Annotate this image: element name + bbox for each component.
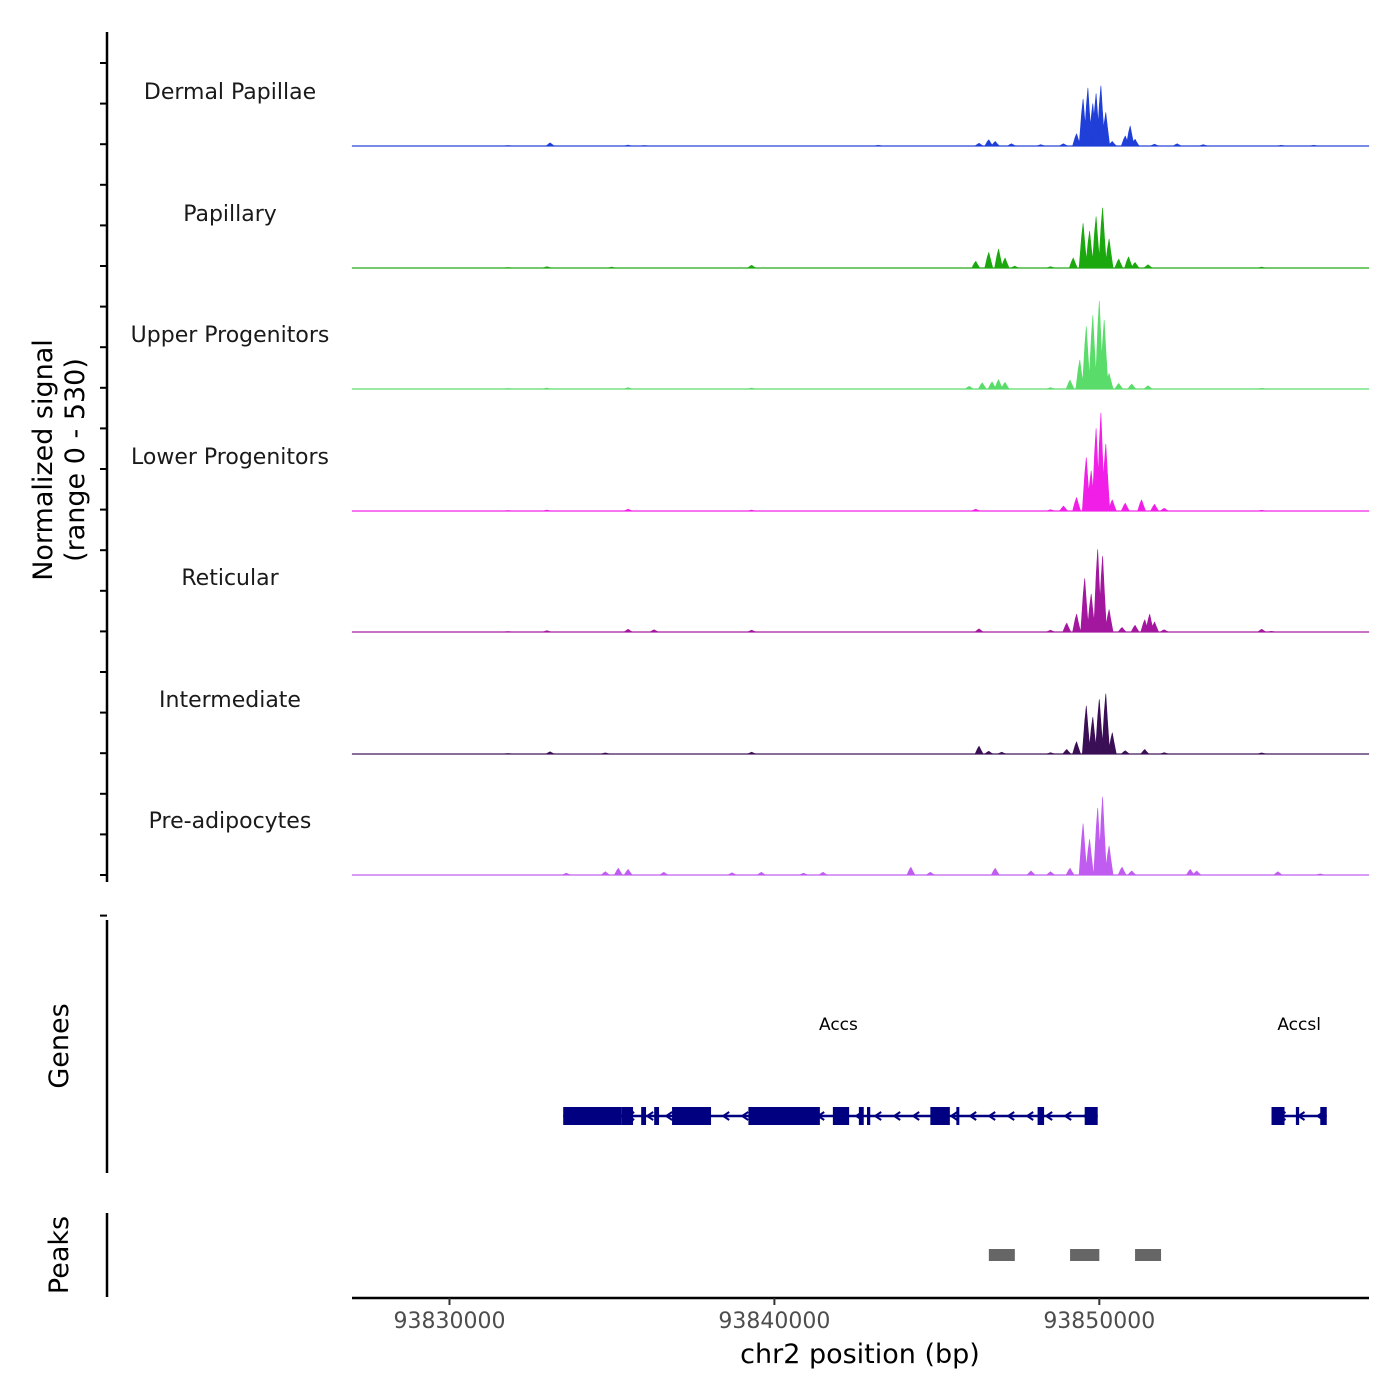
exon-block [930, 1107, 950, 1125]
strand-arrow-icon [987, 1111, 996, 1121]
strand-arrow-icon [1044, 1111, 1053, 1121]
strand-arrow-icon [645, 1111, 654, 1121]
exon-block [654, 1107, 660, 1125]
x-axis-ticks: 93830000 93840000 93850000 [393, 1298, 1155, 1334]
signal-area-dermal-papillae [351, 85, 1370, 147]
signal-y-axis-title: Normalized signal [28, 339, 59, 581]
strand-arrow-icon [968, 1111, 977, 1121]
signal-area-lower-progenitors [351, 412, 1370, 512]
strand-arrow-icon [664, 1111, 673, 1121]
signal-y-axis-subtitle: (range 0 - 530) [60, 358, 91, 562]
strand-arrow-icon [721, 1111, 730, 1121]
track-label-lower-progenitors: Lower Progenitors [131, 445, 329, 470]
signal-area-intermediate [351, 693, 1370, 755]
exon-block [672, 1107, 712, 1125]
signal-area-papillary [351, 207, 1370, 269]
x-axis-title: chr2 position (bp) [740, 1339, 980, 1370]
x-tick-label: 93840000 [718, 1309, 830, 1334]
exon-block [1320, 1107, 1327, 1125]
exon-block [1295, 1107, 1300, 1125]
peak-bar [1070, 1249, 1100, 1261]
exon-block [563, 1107, 622, 1125]
genes-layer: Accs Accsl [563, 1015, 1327, 1125]
gene-label-accsl: Accsl [1277, 1015, 1321, 1035]
genes-axis-title: Genes [44, 1003, 75, 1088]
signal-area-reticular [351, 549, 1370, 633]
peaks-axis-title: Peaks [44, 1216, 75, 1294]
strand-arrow-icon [1025, 1111, 1034, 1121]
strand-arrow-icon [949, 1111, 958, 1121]
signal-area-upper-progenitors [351, 300, 1370, 390]
strand-arrow-icon [1063, 1111, 1072, 1121]
x-tick-label: 93830000 [393, 1309, 505, 1334]
exon-block [1271, 1107, 1285, 1125]
exon-block [866, 1107, 871, 1125]
exon-block [621, 1107, 634, 1125]
signal-area-pre-adipocytes [351, 796, 1370, 876]
exon-block [858, 1107, 864, 1125]
peak-bar [1135, 1249, 1162, 1261]
track-labels: Dermal Papillae Papillary Upper Progenit… [131, 80, 330, 834]
track-label-papillary: Papillary [183, 202, 277, 227]
strand-arrow-icon [911, 1111, 920, 1121]
strand-arrow-icon [892, 1111, 901, 1121]
exon-block [1037, 1107, 1045, 1125]
track-label-pre-adipocytes: Pre-adipocytes [149, 809, 312, 834]
exon-block [832, 1107, 850, 1125]
gene-label-accs: Accs [819, 1015, 858, 1035]
strand-arrow-icon [740, 1111, 749, 1121]
signal-y-axis-ticks [100, 62, 107, 917]
track-label-reticular: Reticular [181, 566, 279, 591]
exon-block [641, 1107, 647, 1125]
exon-block [956, 1107, 960, 1125]
signal-areas [351, 85, 1370, 876]
exon-block [1084, 1107, 1098, 1125]
track-label-intermediate: Intermediate [159, 688, 301, 713]
strand-arrow-icon [873, 1111, 882, 1121]
exon-block [748, 1107, 820, 1125]
track-label-dermal-papillae: Dermal Papillae [144, 80, 316, 105]
peaks-layer [988, 1249, 1162, 1261]
strand-arrow-icon [1006, 1111, 1015, 1121]
track-label-upper-progenitors: Upper Progenitors [131, 323, 330, 348]
x-tick-label: 93850000 [1043, 1309, 1155, 1334]
peak-bar [988, 1249, 1015, 1261]
